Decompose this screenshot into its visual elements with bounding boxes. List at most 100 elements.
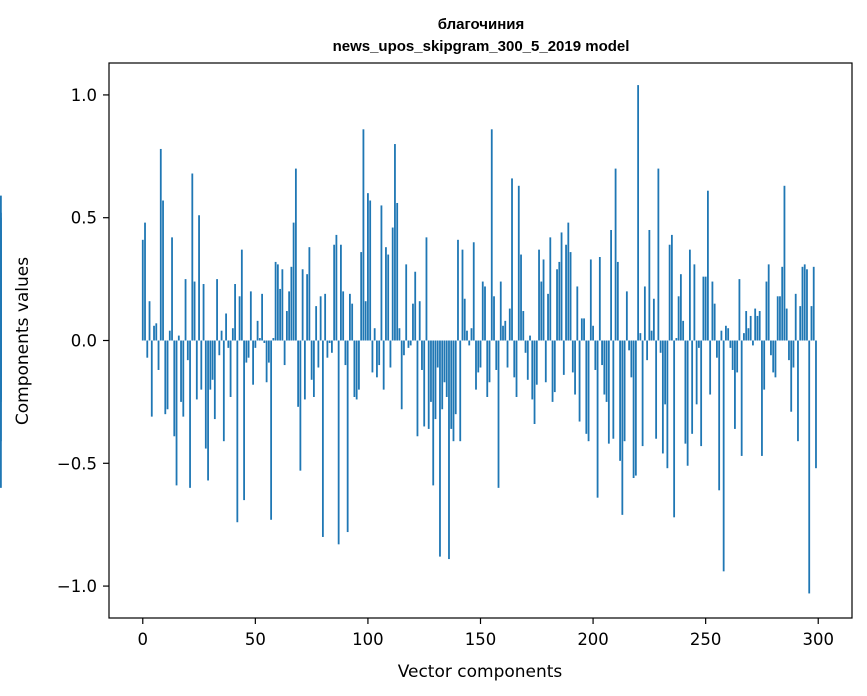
bar-95 [355,340,358,400]
bar-114 [398,328,401,341]
bar-166 [515,340,518,397]
bar-19 [184,279,187,341]
bar-38 [227,340,230,348]
bar-102 [371,340,374,373]
bar-263 [734,340,736,429]
bar-197 [585,340,588,434]
bar-163 [508,308,511,341]
bar-237 [675,338,678,341]
bar-171 [526,340,529,380]
bar-219 [634,340,637,476]
bar-117 [405,264,408,341]
bar-225 [648,229,651,341]
bar-43 [238,296,241,341]
bar-176 [538,249,540,341]
bar-278 [767,264,770,341]
y-tick-label: −0.5 [57,454,97,473]
bar-51 [256,320,259,341]
bar-205 [603,340,606,395]
bar-232 [664,340,667,405]
x-axis-ticks: 0 50 100 150 200 250 300 [138,618,834,649]
bar-4 [150,340,153,417]
bar-147 [472,242,475,341]
bar-207 [607,340,610,444]
bars-group [0,85,817,594]
bar-87 [337,340,340,545]
bar-148 [475,340,477,390]
bar-277 [765,281,768,341]
bar-128 [430,340,432,402]
bar-23 [193,281,196,341]
bar-34 [218,340,221,356]
bar-179 [544,340,547,383]
bar-104 [376,340,378,378]
bar-99 [364,301,367,341]
bar-181 [549,237,552,341]
x-axis-label: Vector components [398,662,563,682]
bar-291 [797,340,799,442]
bar-92 [349,293,351,341]
bar-16 [177,335,180,341]
bar-273 [756,315,759,341]
bar-85 [333,244,336,341]
bar-44 [240,249,243,341]
bar-265 [738,279,741,341]
bar-195 [580,318,583,341]
bar-143 [463,298,466,341]
bar-185 [558,261,561,341]
bar-168 [520,254,522,341]
bar-170 [524,340,527,353]
bar-25 [198,215,200,341]
bar-282 [776,296,779,341]
bar-96 [358,340,360,390]
bar-0 [141,239,144,341]
bar-101 [369,200,372,341]
bar-75 [310,340,313,380]
bar-83 [328,340,331,343]
bar-266 [740,340,743,456]
chart-title-line2: news_upos_skipgram_300_5_2019 model [333,38,630,55]
bar-298 [812,266,815,341]
bar-89 [342,291,345,341]
bar-227 [652,298,655,341]
bar-271 [752,340,754,346]
bar-125 [423,340,426,427]
bar-194 [578,340,581,422]
bar-267 [743,333,745,341]
bar-299 [815,340,817,469]
bar-216 [628,340,630,351]
bar-12 [168,330,171,341]
bar-69 [297,340,300,407]
bar-123 [418,301,421,341]
bar-211 [616,261,619,341]
bar-261 [729,340,732,348]
bar-283 [779,296,781,341]
bar-251 [707,190,709,341]
bar-169 [522,311,525,341]
bar-199 [589,259,592,341]
bar-59 [274,261,277,341]
bar-151 [481,281,484,341]
bar-193 [576,286,579,341]
bar-204 [601,340,603,366]
bar-78 [317,340,320,368]
bar-119 [409,340,412,346]
bar-93 [351,303,354,341]
bar-103 [373,328,376,341]
bar-134 [443,340,446,383]
bar-91 [346,340,349,533]
bar-290 [794,293,797,341]
bar-61 [279,288,282,341]
bar-undefined [0,340,2,488]
bar-18 [182,340,185,417]
bar-196 [583,318,585,341]
bar-255 [716,340,718,358]
bar-259 [725,325,727,341]
bar-158 [497,340,500,488]
bar-250 [704,276,707,341]
bar-236 [673,340,676,518]
bar-252 [709,340,712,395]
x-tick-label: 0 [138,630,149,649]
bar-30 [209,340,212,390]
